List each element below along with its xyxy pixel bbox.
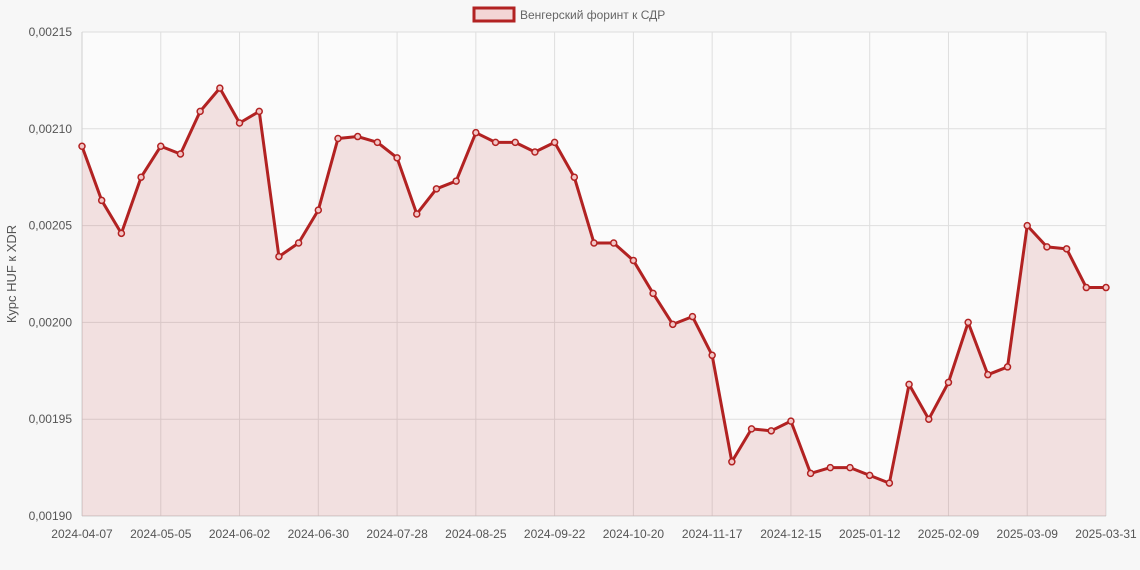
data-point[interactable] — [176, 150, 185, 158]
y-tick-label: 0,00190 — [29, 509, 73, 523]
data-point[interactable] — [137, 173, 145, 181]
x-tick-label: 2024-06-30 — [288, 527, 350, 541]
data-point[interactable] — [511, 138, 519, 147]
x-tick-label: 2024-05-05 — [130, 527, 192, 541]
data-point[interactable] — [275, 252, 283, 261]
legend-swatch — [472, 6, 516, 23]
data-point[interactable] — [846, 463, 854, 472]
grid — [81, 31, 1107, 517]
x-tick-labels: 2024-04-07 2024-05-05 2024-06-02 2024-06-30… — [51, 527, 1137, 541]
data-point[interactable] — [649, 289, 657, 298]
data-point[interactable] — [432, 185, 441, 193]
data-point[interactable] — [885, 479, 894, 487]
data-point[interactable] — [1003, 363, 1012, 371]
data-point[interactable] — [609, 239, 618, 247]
x-tick-label: 2024-08-25 — [445, 527, 507, 541]
x-tick-label: 2024-09-22 — [524, 527, 586, 541]
data-point[interactable] — [491, 138, 500, 147]
y-tick-label: 0,00200 — [29, 315, 73, 329]
x-tick-label: 2024-10-20 — [603, 527, 665, 541]
data-point[interactable] — [629, 256, 638, 265]
y-tick-label: 0,00215 — [29, 25, 73, 39]
data-point[interactable] — [964, 318, 972, 327]
data-point[interactable] — [865, 471, 874, 480]
legend-label: Венгерский форинт к СДР — [520, 8, 665, 22]
plot-area — [82, 32, 1106, 516]
x-tick-label: 2024-11-17 — [682, 527, 743, 541]
data-point[interactable] — [1102, 283, 1110, 292]
y-tick-label: 0,00205 — [29, 219, 73, 233]
data-point[interactable] — [826, 463, 835, 472]
x-tick-label: 2025-01-12 — [839, 527, 901, 541]
data-point[interactable] — [1082, 283, 1091, 292]
data-point[interactable] — [472, 128, 480, 137]
data-point[interactable] — [1062, 245, 1071, 253]
data-point[interactable] — [728, 458, 736, 466]
data-point[interactable] — [393, 154, 401, 162]
x-tick-label: 2025-02-09 — [918, 527, 980, 541]
data-point[interactable] — [669, 320, 677, 329]
data-point[interactable] — [708, 351, 716, 360]
data-point[interactable] — [688, 312, 697, 321]
data-point[interactable] — [787, 417, 795, 425]
data-point[interactable] — [314, 206, 323, 214]
data-point[interactable] — [196, 107, 204, 116]
data-point[interactable] — [413, 210, 421, 218]
data-point[interactable] — [216, 84, 224, 92]
data-point[interactable] — [550, 138, 559, 147]
data-point[interactable] — [590, 239, 598, 247]
data-point[interactable] — [806, 469, 815, 478]
x-tick-label: 2025-03-09 — [997, 527, 1059, 541]
data-point[interactable] — [767, 427, 775, 435]
data-point[interactable] — [157, 142, 165, 150]
data-points — [78, 84, 1110, 487]
y-tick-labels: 0,00190 0,00195 0,00200 0,00205 0,00210 0,002… — [29, 25, 73, 523]
data-point[interactable] — [570, 173, 579, 181]
series-area — [82, 88, 1106, 516]
x-tick-label: 2024-04-07 — [51, 527, 113, 541]
y-axis-title: Курс HUF к XDR — [4, 225, 19, 323]
data-point[interactable] — [925, 415, 933, 423]
y-tick-label: 0,00210 — [29, 122, 73, 136]
legend[interactable]: Венгерский форинт к СДР — [472, 6, 665, 23]
data-point[interactable] — [984, 370, 992, 379]
data-point[interactable] — [905, 380, 913, 389]
data-point[interactable] — [255, 107, 263, 116]
data-point[interactable] — [531, 148, 539, 156]
x-tick-label: 2024-12-15 — [760, 527, 822, 541]
x-tick-label: 2025-03-31 — [1075, 527, 1137, 541]
data-point[interactable] — [97, 196, 106, 205]
data-point[interactable] — [1043, 243, 1051, 251]
data-point[interactable] — [117, 229, 126, 238]
data-point[interactable] — [944, 378, 953, 387]
data-point[interactable] — [452, 177, 460, 185]
data-point[interactable] — [1023, 221, 1031, 230]
x-tick-label: 2024-06-02 — [209, 527, 271, 541]
data-point[interactable] — [353, 132, 362, 141]
data-point[interactable] — [78, 142, 86, 150]
x-tick-label: 2024-07-28 — [366, 527, 428, 541]
data-point[interactable] — [373, 138, 382, 147]
data-point[interactable] — [334, 134, 342, 143]
data-point[interactable] — [235, 119, 244, 127]
data-point[interactable] — [294, 239, 303, 247]
data-point[interactable] — [747, 425, 756, 433]
y-tick-label: 0,00195 — [29, 412, 73, 426]
